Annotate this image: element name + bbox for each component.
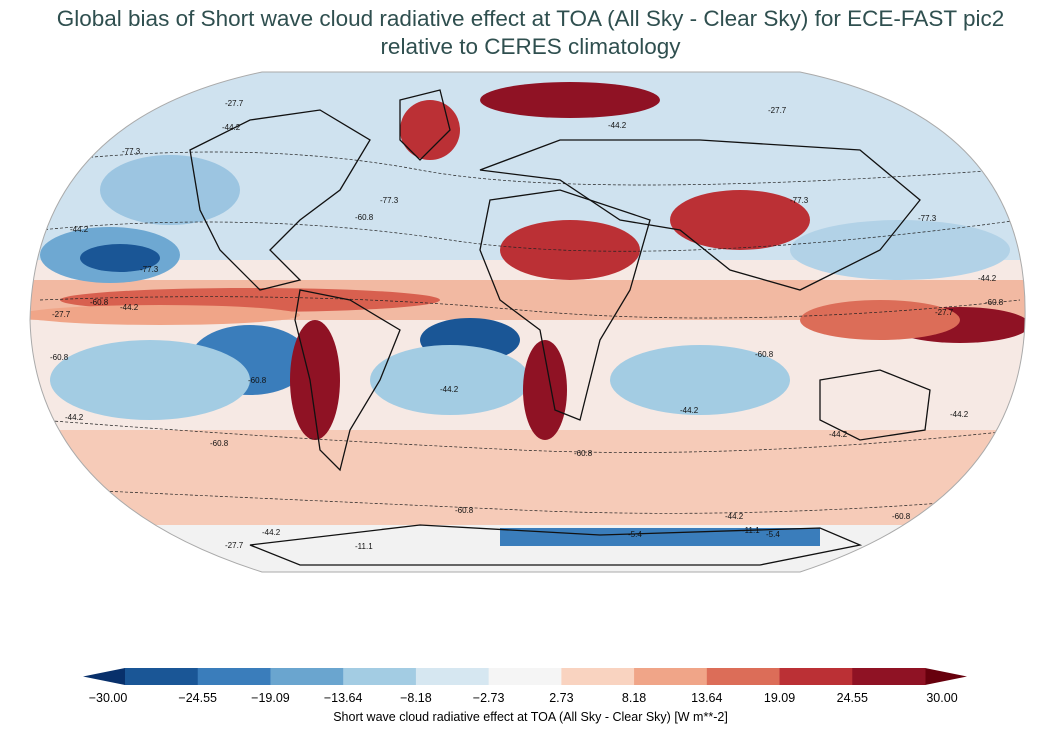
contour-label: -44.2 [222,123,241,132]
colorbar-swatch [852,668,926,685]
contour-label: -5.4 [628,530,642,539]
colorbar-tick-label: −30.00 [88,691,128,705]
contour-label: -27.7 [225,99,244,108]
contour-label: -60.8 [90,298,109,307]
colorbar-label: Short wave cloud radiative effect at TOA… [333,710,728,724]
contour-label: -5.4 [766,530,780,539]
colorbar-swatch [125,668,199,685]
colorbar-swatch [270,668,344,685]
colorbar-swatch [706,668,781,685]
globe-outline [29,71,1026,573]
contour-label: -60.8 [210,439,229,448]
contour-label: -27.7 [225,541,244,550]
colorbar-tick-label: 2.73 [549,691,574,705]
blob-asia [670,190,810,250]
blob-mc-2 [800,300,960,340]
eurasia-outline [479,139,921,291]
south-america-outline [294,289,401,472]
contour-lines [39,151,1021,514]
contour-label: -44.2 [70,225,89,234]
colorbar-tick-label: −8.18 [400,691,432,705]
contour-label: -44.2 [440,385,459,394]
blob-greenland [400,100,460,160]
colorbar-tick-label: 30.00 [926,691,958,705]
blob-itcz-2 [30,305,300,325]
contour-label: -44.2 [950,410,969,419]
colorbar-extend-min [83,668,125,685]
blob-spac-2 [50,340,250,420]
colorbar-swatch [197,668,271,685]
blob-arctic [480,82,660,118]
blob-npac-3 [100,155,240,225]
blob-wpac [790,220,1010,280]
contour-label: -77.3 [790,196,809,205]
antarctica-outline [249,524,863,566]
contour-label: -27.7 [52,310,71,319]
contour-label: -77.3 [918,214,937,223]
north-america-outline [189,109,371,291]
africa-outline [479,189,651,421]
blob-npac-2 [80,244,160,272]
colorbar-swatch [634,668,708,685]
blob-namibia [523,340,567,440]
colorbar-tick-label: 19.09 [763,691,796,705]
contour-label: -44.2 [608,121,627,130]
colorbar-swatch [415,668,490,685]
colorbar-tick-label: −2.73 [472,691,505,705]
colorbar-swatch [561,668,635,685]
contour-label: -60.8 [248,376,267,385]
colorbar-swatch [343,668,417,685]
coastlines [189,89,931,566]
blob-antarctic [500,528,820,546]
blob-ind [610,345,790,415]
blob-sahara [500,220,640,280]
contour-label: -77.3 [140,265,159,274]
contour-label: -44.2 [978,274,997,283]
colorbar-tick-label: −24.55 [178,691,218,705]
contour-label: -60.8 [892,512,911,521]
contour-label: -44.2 [65,413,84,422]
australia-outline [819,369,931,441]
contour-label: -44.2 [120,303,139,312]
map-field [30,72,1026,572]
contour-label: -60.8 [455,506,474,515]
colorbar-swatch [779,668,853,685]
colorbar-tick-label: −19.09 [251,691,290,705]
contour-label: -27.7 [768,106,787,115]
contour-label: -60.8 [985,298,1004,307]
colorbar-tick-label: 8.18 [621,691,647,705]
colorbar-tick-label: −13.64 [323,691,363,705]
contour-label: -60.8 [755,350,774,359]
blob-satl-2 [370,345,530,415]
contour-label: -11.1 [742,526,760,535]
contour-label: -11.1 [355,542,373,551]
colorbar-swatch [488,668,562,685]
field-southern-band [30,430,1026,530]
contour-label: -60.8 [574,449,593,458]
greenland-outline [399,89,451,161]
contour-label: -44.2 [262,528,281,537]
contour-label: -44.2 [680,406,699,415]
contour-label: -44.2 [829,430,848,439]
chart-title-line-1: Global bias of Short wave cloud radiativ… [56,6,1005,31]
contour-label: -77.3 [380,196,399,205]
contour-label-group: -27.7 -44.2 -77.3 -77.3 -60.8 -44.2 -77.… [50,99,1004,551]
contour-label: -60.8 [355,213,374,222]
chart-title-line-2: relative to CERES climatology [380,34,681,59]
contour-label: -60.8 [50,353,69,362]
colorbar-tick-label: 24.55 [836,691,868,705]
colorbar-tick-label: 13.64 [691,691,723,705]
contour-label: -27.7 [935,308,954,317]
contour-label: -44.2 [725,512,744,521]
contour-label: -77.3 [122,147,141,156]
colorbar-extend-max [925,668,967,685]
